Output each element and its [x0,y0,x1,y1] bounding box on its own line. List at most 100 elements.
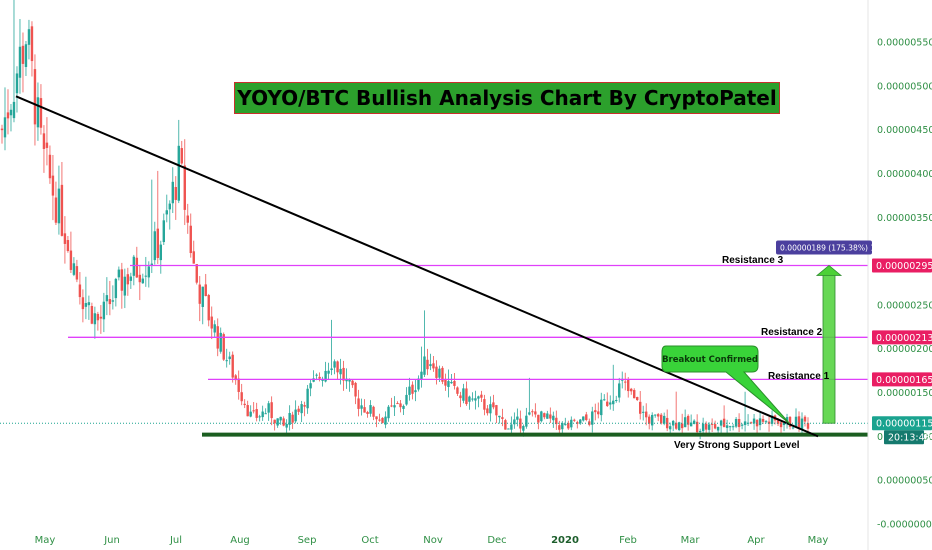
candle-body [725,425,729,428]
level-price-tag-bg [872,258,932,273]
candle-body [12,101,16,119]
candle-body [66,240,70,252]
candle-body [15,73,19,94]
candle-body [99,316,103,319]
candle-body [782,422,786,426]
candle-body [701,423,705,432]
candle-body [722,418,726,428]
candle-body [704,423,708,430]
candle-body [0,128,4,131]
candle-body [6,112,10,119]
target-arrow-shaft [822,273,836,424]
candle-body [540,411,543,422]
target-arrow [815,264,843,424]
candle-body [743,421,747,426]
candle-body [18,46,22,78]
candle-body [294,409,297,422]
candle-body [797,416,801,428]
candle-body [279,416,282,421]
candle-body [93,313,97,325]
candle-body [234,375,237,381]
time-tick-label: Jun [103,535,120,546]
candle-body [597,411,600,415]
candle-body [579,419,582,424]
candle-body [758,418,762,426]
candle-body [450,381,453,384]
candle-body [255,409,258,418]
price-tags: 0.00000295 0.00000213 0.00000165 0.00000115… [776,240,932,445]
candle-body [132,256,136,276]
candle-body [504,420,507,430]
candle-body [351,380,354,386]
candle-body [195,264,198,283]
price-tick-label: 0.00000450 [877,125,932,136]
candle-body [800,418,804,430]
candle-body [770,415,774,424]
time-tick-label: Feb [619,535,637,546]
candle-body [369,405,372,414]
candle-body [426,359,429,370]
chart-title-banner: YOYO/BTC Bullish Analysis Chart By Crypt… [234,82,780,114]
candle-body [168,203,171,210]
candle-body [267,403,270,413]
level-price-tag-bg [872,372,932,387]
candle-body [653,414,657,416]
descending-trendline [15,95,819,438]
candle-body [603,399,606,401]
candle-body [9,109,13,116]
time-tick-label: 2020 [551,535,579,546]
candle-body [662,415,666,424]
candle-body [147,266,151,278]
candle-body [318,376,321,379]
time-axis[interactable]: May Jun Jul Aug Sep Oct Nov Dec 2020 Feb Mar Apr May [35,535,829,546]
candle-body [51,175,55,196]
candle-body [683,417,687,428]
candle-body [453,380,456,386]
candle-body [668,426,672,430]
candle-body [698,430,702,433]
candle-body [414,390,417,393]
candle-body [474,398,477,401]
candle-body [111,300,115,302]
price-tick-label: 0.00000250 [877,300,932,311]
candle-body [285,423,288,428]
candle-body [171,181,174,204]
price-tick-label: 0.00000350 [877,213,932,224]
candle-body [123,276,127,296]
candle-body [363,407,366,413]
candle-body [207,295,210,321]
candle-body [174,187,177,200]
candle-body [288,412,291,425]
candle-body [534,411,537,415]
candle-body [33,69,37,125]
level-label: Resistance 2 [761,327,823,338]
candle-body [417,378,420,390]
candle-body [411,384,414,394]
candle-body [339,368,342,375]
candle-body [240,392,243,402]
candle-body [114,278,118,299]
candle-body [75,266,79,280]
countdown-tag-bg [884,430,924,445]
candle-body [498,415,501,418]
candle-body [791,427,795,429]
candle-body [336,361,339,373]
candle-body [204,284,207,297]
candle-body [570,419,573,428]
candle-body [633,390,636,399]
candle-body [692,420,696,424]
candle-body [420,371,423,380]
breakout-callout: Breakout Confirmed [661,345,791,425]
candle-body [677,422,681,431]
candle-body [198,284,201,304]
candle-body [588,421,591,425]
price-axis[interactable]: 0.00000550 0.00000500 0.00000450 0.00000400… [877,38,932,531]
candle-body [225,360,228,362]
candle-body [734,418,738,427]
candle-body [96,313,100,321]
candle-body [537,414,540,423]
candle-body [564,424,567,426]
candle-body [507,428,510,430]
level-price-tag-text: 0.00000295 [876,261,932,272]
